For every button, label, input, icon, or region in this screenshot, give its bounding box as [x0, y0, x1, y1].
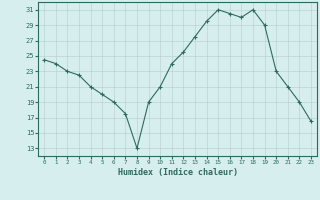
X-axis label: Humidex (Indice chaleur): Humidex (Indice chaleur)	[118, 168, 238, 177]
